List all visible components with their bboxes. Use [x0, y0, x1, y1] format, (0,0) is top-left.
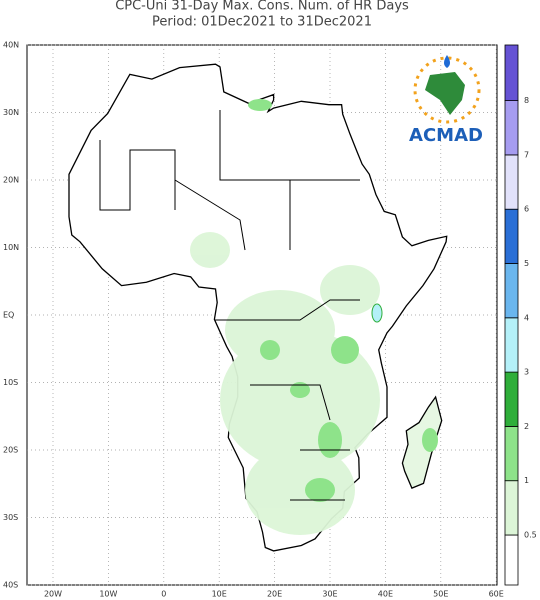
madagascar-outline — [401, 395, 443, 489]
heavy-rain-areas — [248, 99, 438, 502]
lon-label: 10W — [99, 590, 117, 599]
lake — [371, 303, 383, 323]
legend-swatch — [504, 425, 519, 482]
legend-label: 3 — [524, 368, 529, 377]
lat-label: 10N — [3, 243, 19, 252]
lat-label: 30N — [3, 108, 19, 117]
legend-swatch — [504, 263, 519, 319]
lon-label: 20E — [267, 590, 282, 599]
legend-swatch — [504, 317, 519, 373]
subtitle: Period: 01Dec2021 to 31Dec2021 — [152, 15, 372, 30]
legend-label: 0.5 — [524, 531, 537, 540]
title: CPC-Uni 31-Day Max. Cons. Num. of HR Day… — [115, 0, 409, 14]
lat-label: 40S — [3, 581, 18, 590]
legend-swatch — [504, 534, 519, 586]
lat-label: 20S — [3, 446, 18, 455]
legend-swatch — [504, 100, 519, 156]
legend-label: 6 — [524, 205, 529, 214]
lat-label: EQ — [3, 311, 14, 320]
legend-label: 1 — [524, 476, 529, 485]
lon-label: 40E — [378, 590, 393, 599]
lat-label: 20N — [3, 176, 19, 185]
legend-swatch — [504, 208, 519, 264]
legend-swatch — [504, 154, 519, 210]
lon-label: 20W — [44, 590, 62, 599]
lon-label: 30E — [322, 590, 337, 599]
lon-label: 0 — [161, 590, 166, 599]
lon-label: 50E — [433, 590, 448, 599]
borders — [99, 110, 360, 501]
lat-label: 30S — [3, 513, 18, 522]
lat-label: 40N — [3, 41, 19, 50]
lat-label: 10S — [3, 378, 18, 387]
legend-label: 2 — [524, 422, 529, 431]
legend: 0.5 1 2 3 4 5 6 7 8 — [504, 44, 537, 586]
legend-swatch — [504, 44, 519, 101]
legend-label: 5 — [524, 259, 529, 268]
logo-text: ACMAD — [409, 125, 483, 146]
legend-swatch — [504, 371, 519, 427]
legend-label: 7 — [524, 150, 529, 159]
logo: ACMAD — [409, 55, 483, 146]
lon-label: 60E — [489, 590, 504, 599]
legend-label: 8 — [524, 96, 529, 105]
legend-label: 4 — [524, 313, 529, 322]
legend-swatch — [504, 480, 519, 536]
lon-label: 10E — [212, 590, 227, 599]
